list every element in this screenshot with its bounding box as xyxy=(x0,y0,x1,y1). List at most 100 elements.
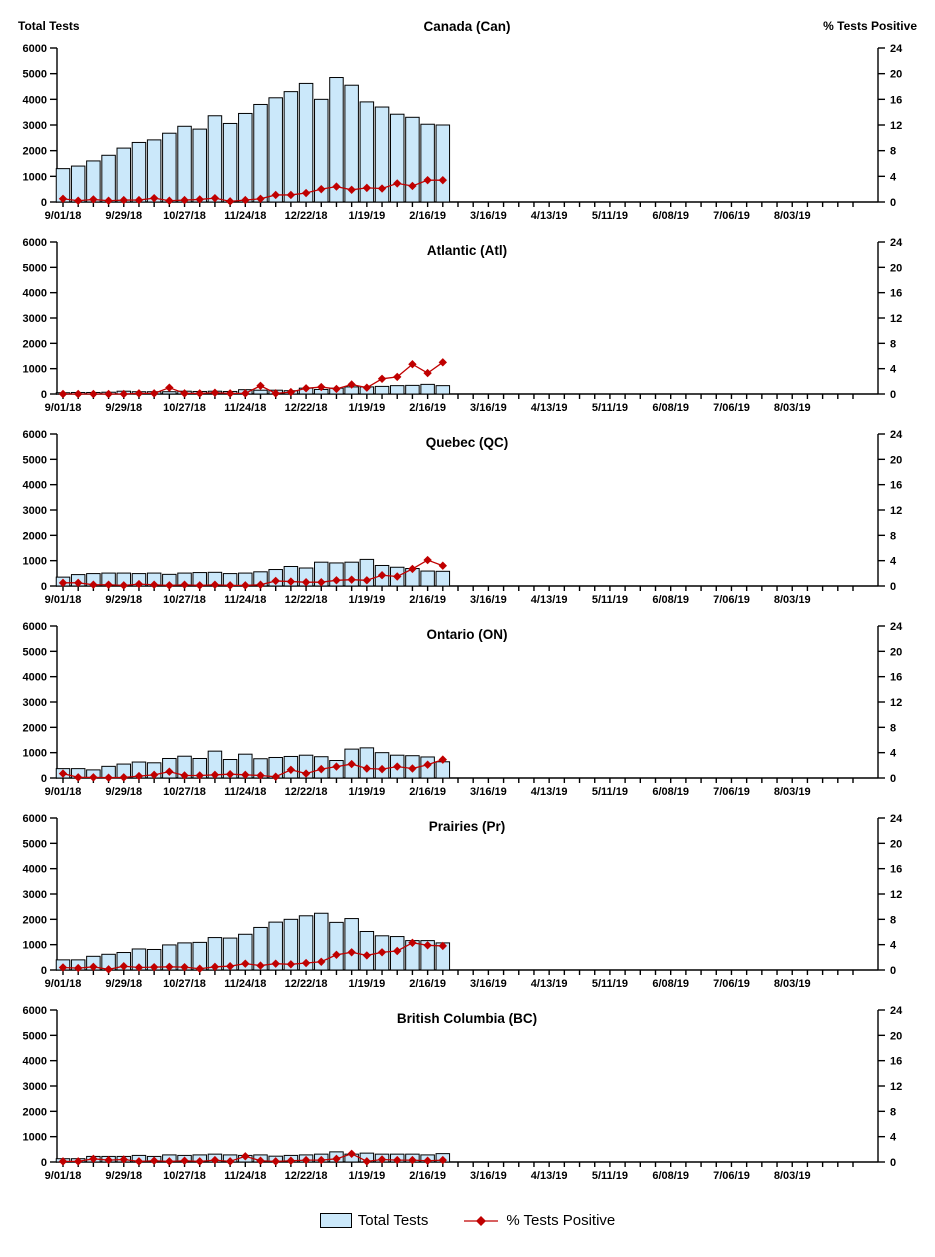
svg-text:8: 8 xyxy=(890,914,896,926)
svg-text:4000: 4000 xyxy=(23,480,47,492)
svg-text:0: 0 xyxy=(890,965,896,977)
svg-text:12/22/18: 12/22/18 xyxy=(285,402,328,414)
svg-text:6000: 6000 xyxy=(23,1005,47,1017)
svg-text:9/29/18: 9/29/18 xyxy=(105,978,142,990)
svg-text:12: 12 xyxy=(890,889,902,901)
svg-text:12/22/18: 12/22/18 xyxy=(285,1170,328,1182)
svg-text:6000: 6000 xyxy=(23,429,47,441)
svg-text:5000: 5000 xyxy=(23,646,47,658)
svg-text:0: 0 xyxy=(890,773,896,785)
svg-text:2000: 2000 xyxy=(23,338,47,350)
svg-text:2/16/19: 2/16/19 xyxy=(409,978,446,990)
svg-text:1/19/19: 1/19/19 xyxy=(348,978,385,990)
legend-item-pct-positive: % Tests Positive xyxy=(462,1212,615,1229)
svg-text:4: 4 xyxy=(890,940,897,952)
chart-legend: Total Tests % Tests Positive xyxy=(0,1194,935,1243)
panel-ontario: Ontario (ON) 0 1000 2000 3000 4000 5000 6000 0 4… xyxy=(0,618,935,810)
svg-text:3000: 3000 xyxy=(23,313,47,325)
legend-item-total-tests: Total Tests xyxy=(319,1212,429,1229)
svg-text:9/29/18: 9/29/18 xyxy=(105,594,142,606)
svg-text:24: 24 xyxy=(890,813,903,825)
svg-text:11/24/18: 11/24/18 xyxy=(224,1170,266,1182)
plot-area-atlantic: 0 1000 2000 3000 4000 5000 6000 0 4 8 12 16 20 24 9/01… xyxy=(23,237,904,414)
chart-atlantic: Atlantic (Atl) 0 1000 2000 3000 4000 5000 6000… xyxy=(23,237,904,414)
legend-label-pct-positive: % Tests Positive xyxy=(506,1212,616,1229)
chart-ontario: Ontario (ON) 0 1000 2000 3000 4000 5000 6000 0 4… xyxy=(23,621,904,798)
svg-text:8: 8 xyxy=(890,530,896,542)
svg-text:9/29/18: 9/29/18 xyxy=(105,1170,142,1182)
svg-text:10/27/18: 10/27/18 xyxy=(163,1170,206,1182)
panel-atlantic: Atlantic (Atl) 0 1000 2000 3000 4000 5000 6000… xyxy=(0,234,935,426)
legend-label-total-tests: Total Tests xyxy=(357,1212,429,1229)
svg-text:4/13/19: 4/13/19 xyxy=(531,210,568,222)
svg-text:20: 20 xyxy=(890,454,902,466)
svg-text:1000: 1000 xyxy=(23,748,47,760)
svg-text:7/06/19: 7/06/19 xyxy=(713,1170,750,1182)
svg-text:9/01/18: 9/01/18 xyxy=(45,402,82,414)
svg-text:8/03/19: 8/03/19 xyxy=(774,594,811,606)
svg-text:5/11/19: 5/11/19 xyxy=(592,594,628,606)
svg-text:20: 20 xyxy=(890,646,902,658)
svg-text:0: 0 xyxy=(41,389,47,401)
right-axis-title: % Tests Positive xyxy=(823,19,917,33)
chart-title-british-columbia: British Columbia (BC) xyxy=(397,1011,537,1026)
svg-text:3000: 3000 xyxy=(23,889,47,901)
svg-text:4/13/19: 4/13/19 xyxy=(531,786,568,798)
svg-text:6000: 6000 xyxy=(23,621,47,633)
svg-text:12: 12 xyxy=(890,697,902,709)
svg-text:6/08/19: 6/08/19 xyxy=(652,210,689,222)
svg-text:16: 16 xyxy=(890,480,902,492)
panel-british-columbia: British Columbia (BC) 0 1000 2000 3000 4000 5… xyxy=(0,1002,935,1194)
svg-text:1000: 1000 xyxy=(23,940,47,952)
svg-text:12/22/18: 12/22/18 xyxy=(285,210,328,222)
svg-text:3/16/19: 3/16/19 xyxy=(470,210,507,222)
svg-text:2000: 2000 xyxy=(23,722,47,734)
svg-text:1/19/19: 1/19/19 xyxy=(348,594,385,606)
svg-text:1/19/19: 1/19/19 xyxy=(348,402,385,414)
svg-text:5/11/19: 5/11/19 xyxy=(592,978,628,990)
svg-text:6/08/19: 6/08/19 xyxy=(652,786,689,798)
svg-text:20: 20 xyxy=(890,1030,902,1042)
svg-text:16: 16 xyxy=(890,672,902,684)
plot-area-quebec: 0 1000 2000 3000 4000 5000 6000 0 4 8 12 16 20 24 9/01… xyxy=(23,429,904,606)
svg-text:8: 8 xyxy=(890,1106,896,1118)
svg-text:10/27/18: 10/27/18 xyxy=(163,786,206,798)
svg-text:0: 0 xyxy=(890,1157,896,1169)
svg-text:24: 24 xyxy=(890,429,903,441)
svg-text:7/06/19: 7/06/19 xyxy=(713,786,750,798)
svg-text:9/01/18: 9/01/18 xyxy=(45,210,82,222)
svg-text:4: 4 xyxy=(890,171,897,183)
svg-text:5/11/19: 5/11/19 xyxy=(592,402,628,414)
svg-text:9/29/18: 9/29/18 xyxy=(105,786,142,798)
svg-text:6000: 6000 xyxy=(23,237,47,249)
svg-text:8: 8 xyxy=(890,338,896,350)
svg-text:3/16/19: 3/16/19 xyxy=(470,786,507,798)
svg-text:6/08/19: 6/08/19 xyxy=(652,1170,689,1182)
svg-text:9/01/18: 9/01/18 xyxy=(45,786,82,798)
svg-text:4/13/19: 4/13/19 xyxy=(531,594,568,606)
chart-canada: Total Tests Canada (Can) % Tests Positiv… xyxy=(18,19,917,222)
svg-text:1000: 1000 xyxy=(23,364,47,376)
svg-text:10/27/18: 10/27/18 xyxy=(163,402,206,414)
svg-text:0: 0 xyxy=(890,197,896,209)
svg-text:16: 16 xyxy=(890,288,902,300)
svg-text:1000: 1000 xyxy=(23,556,47,568)
svg-text:11/24/18: 11/24/18 xyxy=(224,786,266,798)
svg-text:9/01/18: 9/01/18 xyxy=(45,594,82,606)
plot-area-british-columbia: 0 1000 2000 3000 4000 5000 6000 0 4 8 12 16 20 24 9/01… xyxy=(23,1005,904,1182)
svg-text:11/24/18: 11/24/18 xyxy=(224,978,266,990)
svg-text:4: 4 xyxy=(890,748,897,760)
plot-area-prairies: 0 1000 2000 3000 4000 5000 6000 0 4 8 12 16 20 24 9/01… xyxy=(23,813,904,990)
svg-text:10/27/18: 10/27/18 xyxy=(163,594,206,606)
svg-text:5000: 5000 xyxy=(23,454,47,466)
plot-area-canada: 0 1000 2000 3000 4000 5000 6000 0 4 8 12 16 20 24 9/01… xyxy=(23,43,904,222)
svg-text:8/03/19: 8/03/19 xyxy=(774,210,811,222)
svg-text:7/06/19: 7/06/19 xyxy=(713,594,750,606)
svg-text:3/16/19: 3/16/19 xyxy=(470,402,507,414)
chart-title-ontario: Ontario (ON) xyxy=(427,627,508,642)
svg-text:20: 20 xyxy=(890,69,902,81)
svg-text:6/08/19: 6/08/19 xyxy=(652,978,689,990)
chart-title-quebec: Quebec (QC) xyxy=(426,435,509,450)
total-tests-swatch xyxy=(319,1213,352,1228)
svg-text:4000: 4000 xyxy=(23,864,47,876)
